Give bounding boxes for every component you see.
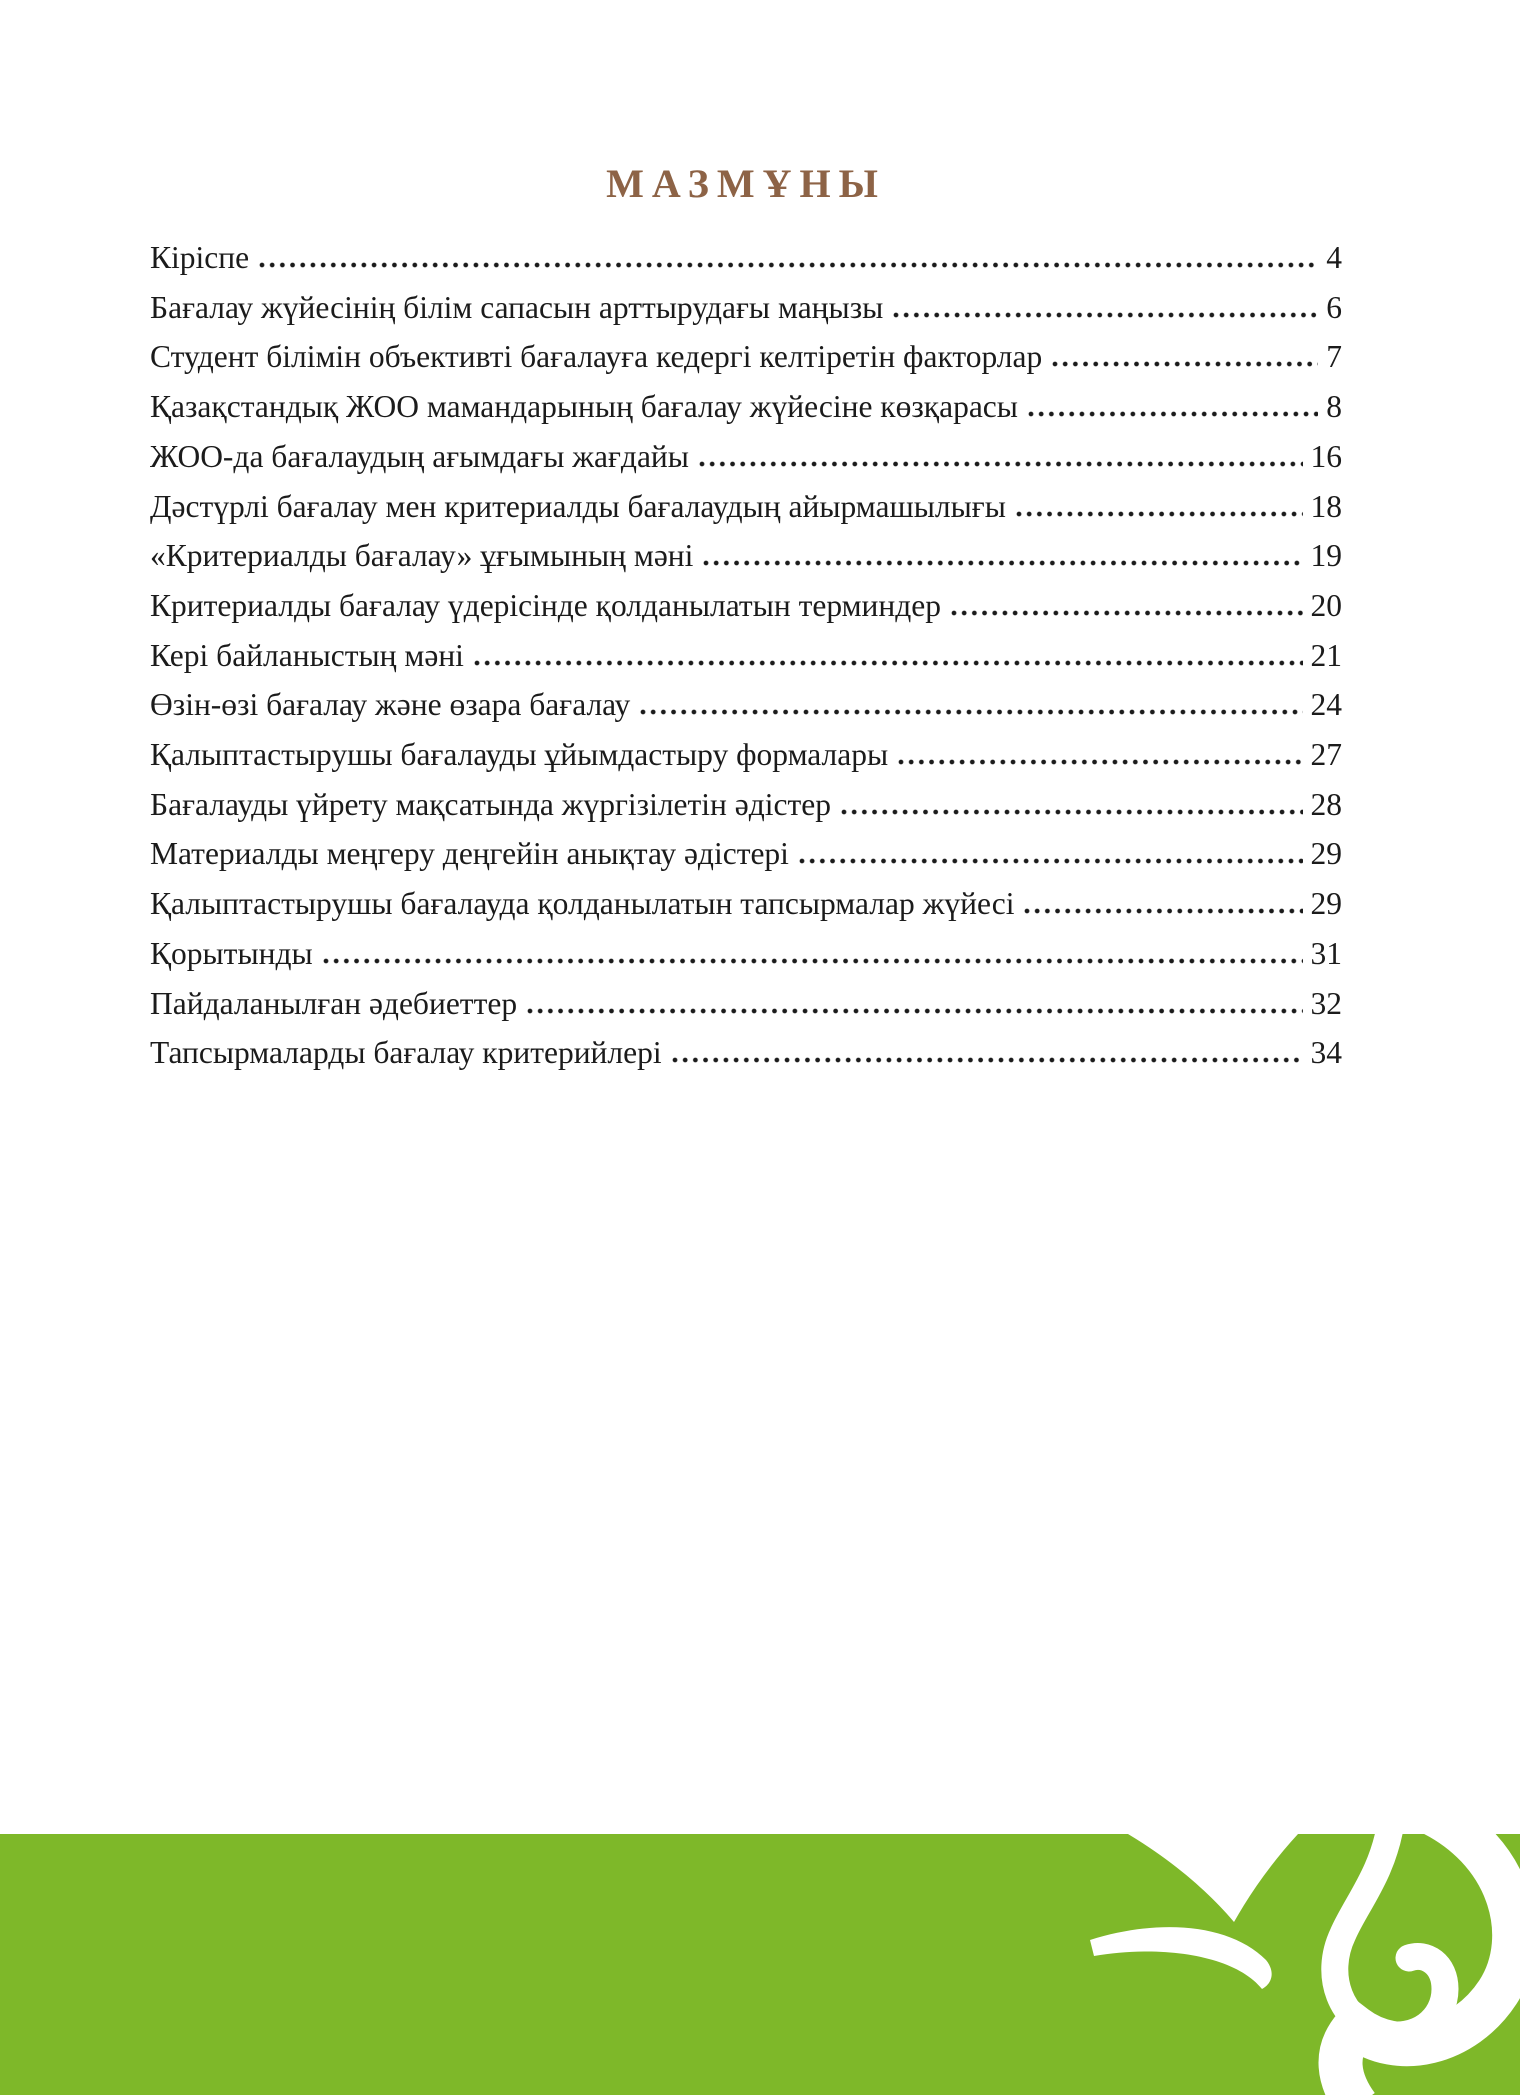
toc-entry-label: Бағалау жүйесінің білім сапасын арттыруд…	[150, 289, 884, 325]
toc-page-number: 29	[1310, 836, 1343, 872]
toc-entry: Қазақстандық ЖОО мамандарының бағалау жү…	[150, 382, 1342, 432]
toc-entry: Өзін-өзі бағалау және өзара бағалау 24	[150, 680, 1342, 730]
toc-page-number: 29	[1310, 886, 1343, 922]
toc-page-number: 31	[1310, 935, 1343, 971]
toc-page-number: 20	[1310, 587, 1343, 623]
toc-entry: ЖОО-да бағалаудың ағымдағы жағдайы 16	[150, 432, 1342, 482]
toc-page-number: 28	[1310, 786, 1343, 822]
toc-page-number: 16	[1310, 438, 1343, 474]
toc-page-number: 19	[1310, 538, 1343, 574]
page-title: МАЗМҰНЫ	[606, 161, 886, 206]
toc-entry-label: «Критериалды бағалау» ұғымының мәні	[150, 538, 694, 574]
toc-leader-dots	[898, 759, 1303, 766]
toc-entry: Тапсырмаларды бағалау критерийлері 34	[150, 1028, 1342, 1078]
toc-entry: Бағалау жүйесінің білім сапасын арттыруд…	[150, 283, 1342, 333]
toc-entry-label: Кіріспе	[150, 240, 250, 275]
toc-leader-dots	[1024, 908, 1303, 915]
toc-entry: Қорытынды 31	[150, 929, 1342, 979]
toc-leader-dots	[259, 262, 1319, 268]
toc-entry-label: Кері байланыстың мәні	[150, 637, 464, 673]
toc-leader-dots	[473, 659, 1303, 666]
toc-entry-label: Дәстүрлі бағалау мен критериалды бағалау…	[150, 488, 1006, 524]
table-of-contents: Кіріспе 4 Бағалау жүйесінің білім сапасын…	[150, 233, 1342, 1078]
toc-entry: Критериалды бағалау үдерісінде қолданыла…	[150, 581, 1342, 631]
toc-page-number: 32	[1310, 985, 1343, 1021]
footer-band	[0, 1834, 1520, 2095]
toc-entry-label: Қалыптастырушы бағалауда қолданылатын та…	[150, 886, 1015, 922]
toc-entry-label: Студент білімін объективті бағалауға кед…	[150, 339, 1043, 375]
toc-entry: Кіріспе 4	[150, 233, 1342, 283]
toc-entry: Дәстүрлі бағалау мен критериалды бағалау…	[150, 482, 1342, 532]
toc-entry-label: Критериалды бағалау үдерісінде қолданыла…	[150, 587, 942, 623]
toc-leader-dots	[841, 808, 1303, 815]
toc-entry: Пайдаланылған әдебиеттер 32	[150, 979, 1342, 1029]
toc-page-number: 8	[1326, 389, 1342, 425]
toc-entry-label: Материалды меңгеру деңгейін анықтау әдіс…	[150, 836, 789, 872]
toc-leader-dots	[951, 609, 1303, 616]
toc-entry-label: Өзін-өзі бағалау және өзара бағалау	[150, 687, 631, 723]
toc-leader-dots	[703, 560, 1303, 567]
toc-page-number: 34	[1310, 1035, 1343, 1071]
toc-leader-dots	[527, 1007, 1303, 1014]
toc-entry-label: Қалыптастырушы бағалауды ұйымдастыру фор…	[150, 737, 889, 773]
toc-page-number: 4	[1326, 240, 1342, 275]
toc-leader-dots	[1015, 510, 1303, 517]
toc-entry: Қалыптастырушы бағалауды ұйымдастыру фор…	[150, 730, 1342, 780]
toc-page-number: 18	[1310, 488, 1343, 524]
toc-page-number: 27	[1310, 737, 1343, 773]
toc-entry-label: Қорытынды	[150, 935, 313, 971]
toc-page-number: 7	[1326, 339, 1342, 375]
toc-entry: «Критериалды бағалау» ұғымының мәні 19	[150, 531, 1342, 581]
toc-leader-dots	[322, 957, 1303, 964]
toc-entry-label: Тапсырмаларды бағалау критерийлері	[150, 1035, 662, 1071]
toc-leader-dots	[671, 1057, 1303, 1064]
toc-page-number: 21	[1310, 637, 1343, 673]
toc-leader-dots	[1052, 361, 1319, 368]
toc-entry: Кері байланыстың мәні 21	[150, 631, 1342, 681]
toc-page-number: 24	[1310, 687, 1343, 723]
toc-entry: Студент білімін объективті бағалауға кед…	[150, 332, 1342, 382]
toc-entry-label: Қазақстандық ЖОО мамандарының бағалау жү…	[150, 389, 1018, 425]
toc-leader-dots	[640, 709, 1303, 716]
toc-entry: Бағалауды үйрету мақсатында жүргізілетін…	[150, 780, 1342, 830]
toc-page-number: 6	[1326, 289, 1342, 325]
kazakh-swirl-ornament-icon	[0, 1834, 1520, 2095]
toc-leader-dots	[798, 858, 1303, 865]
toc-entry-label: ЖОО-да бағалаудың ағымдағы жағдайы	[150, 438, 689, 474]
toc-leader-dots	[893, 311, 1319, 318]
toc-entry: Материалды меңгеру деңгейін анықтау әдіс…	[150, 829, 1342, 879]
toc-entry: Қалыптастырушы бағалауда қолданылатын та…	[150, 879, 1342, 929]
toc-entry-label: Пайдаланылған әдебиеттер	[150, 985, 518, 1021]
toc-leader-dots	[698, 460, 1303, 467]
toc-entry-label: Бағалауды үйрету мақсатында жүргізілетін…	[150, 786, 832, 822]
toc-leader-dots	[1027, 411, 1319, 418]
